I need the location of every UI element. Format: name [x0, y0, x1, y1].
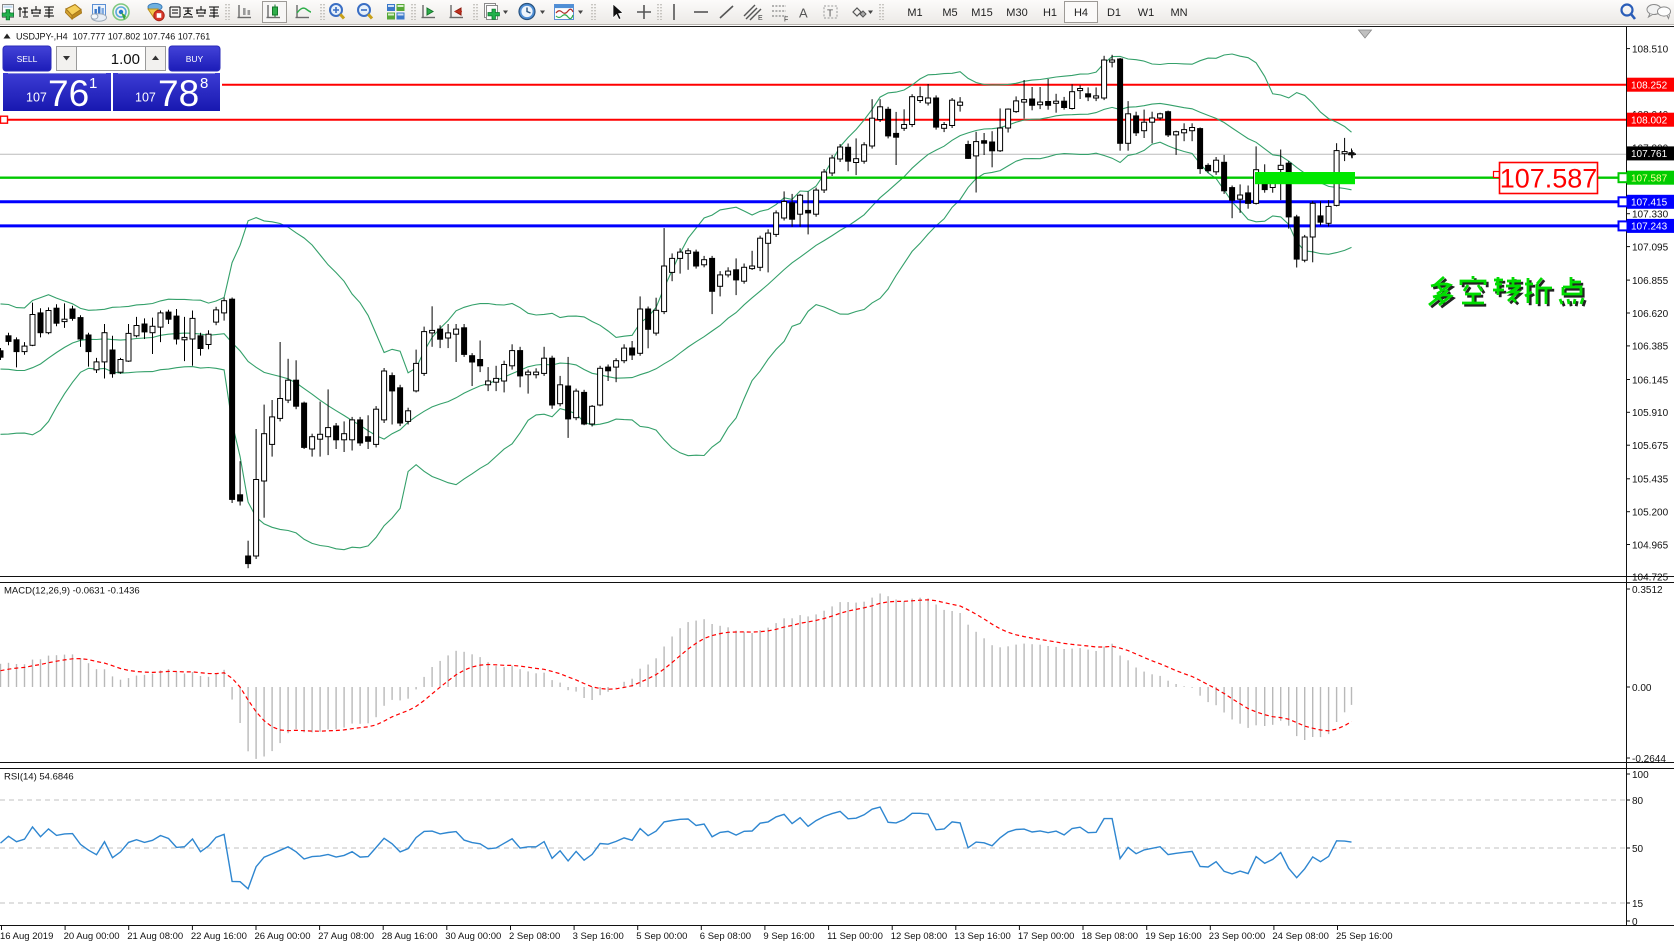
svg-text:H4: H4	[1074, 7, 1088, 19]
svg-text:107.415: 107.415	[1631, 198, 1668, 209]
svg-text:3 Sep 16:00: 3 Sep 16:00	[573, 931, 624, 942]
svg-text:13 Sep 16:00: 13 Sep 16:00	[954, 931, 1011, 942]
svg-text:107.243: 107.243	[1631, 222, 1668, 233]
svg-text:USDJPY-,H4 107.777 107.802 10: USDJPY-,H4 107.777 107.802 107.746 107.7…	[16, 32, 210, 42]
svg-text:24 Sep 08:00: 24 Sep 08:00	[1272, 931, 1329, 942]
svg-text:107.761: 107.761	[1631, 149, 1668, 160]
svg-text:19 Sep 16:00: 19 Sep 16:00	[1145, 931, 1202, 942]
svg-text:78: 78	[158, 73, 199, 114]
svg-text:107.587: 107.587	[1500, 164, 1598, 194]
svg-text:104.725: 104.725	[1632, 572, 1669, 583]
svg-text:12 Sep 08:00: 12 Sep 08:00	[891, 931, 948, 942]
svg-text:0: 0	[1632, 917, 1638, 928]
svg-text:H1: H1	[1043, 7, 1057, 19]
svg-text:D1: D1	[1107, 7, 1121, 19]
svg-text:RSI(14) 54.6846: RSI(14) 54.6846	[4, 772, 74, 783]
svg-text:20 Aug 00:00: 20 Aug 00:00	[64, 931, 120, 942]
svg-text:1.00: 1.00	[111, 51, 140, 68]
svg-text:0.00: 0.00	[1632, 683, 1652, 694]
svg-text:108.002: 108.002	[1631, 116, 1668, 127]
svg-text:6 Sep 08:00: 6 Sep 08:00	[700, 931, 751, 942]
svg-text:105.910: 105.910	[1632, 408, 1669, 419]
svg-text:106.620: 106.620	[1632, 309, 1669, 320]
svg-text:W1: W1	[1138, 7, 1155, 19]
svg-text:108.510: 108.510	[1632, 44, 1669, 55]
svg-text:21 Aug 08:00: 21 Aug 08:00	[127, 931, 183, 942]
svg-text:17 Sep 00:00: 17 Sep 00:00	[1018, 931, 1075, 942]
svg-text:9 Sep 16:00: 9 Sep 16:00	[763, 931, 814, 942]
svg-text:A: A	[799, 6, 808, 21]
svg-text:22 Aug 16:00: 22 Aug 16:00	[191, 931, 247, 942]
svg-text:5 Sep 00:00: 5 Sep 00:00	[636, 931, 687, 942]
svg-text:15: 15	[1632, 899, 1644, 910]
svg-text:107.095: 107.095	[1632, 242, 1669, 253]
svg-text:18 Sep 08:00: 18 Sep 08:00	[1082, 931, 1139, 942]
svg-text:-0.2644: -0.2644	[1632, 754, 1666, 765]
svg-text:BUY: BUY	[186, 54, 204, 64]
svg-text:1: 1	[89, 75, 97, 92]
svg-text:F: F	[784, 17, 788, 24]
svg-text:50: 50	[1632, 844, 1644, 855]
svg-text:100: 100	[1632, 770, 1649, 781]
svg-text:107.587: 107.587	[1631, 174, 1668, 185]
svg-text:26 Aug 00:00: 26 Aug 00:00	[255, 931, 311, 942]
svg-text:0.3512: 0.3512	[1632, 585, 1663, 596]
svg-text:105.435: 105.435	[1632, 475, 1669, 486]
svg-text:E: E	[758, 15, 763, 22]
svg-text:SELL: SELL	[17, 54, 38, 64]
svg-text:104.965: 104.965	[1632, 540, 1669, 551]
svg-text:25 Sep 16:00: 25 Sep 16:00	[1336, 931, 1393, 942]
svg-text:107: 107	[135, 91, 156, 105]
svg-text:M30: M30	[1006, 7, 1027, 19]
svg-text:M5: M5	[942, 7, 957, 19]
svg-text:30 Aug 00:00: 30 Aug 00:00	[445, 931, 501, 942]
svg-text:T: T	[827, 9, 833, 20]
svg-text:80: 80	[1632, 796, 1644, 807]
svg-text:MACD(12,26,9) -0.0631 -0.1436: MACD(12,26,9) -0.0631 -0.1436	[4, 586, 140, 597]
svg-text:16 Aug 2019: 16 Aug 2019	[0, 931, 53, 942]
svg-text:27 Aug 08:00: 27 Aug 08:00	[318, 931, 374, 942]
svg-text:11 Sep 00:00: 11 Sep 00:00	[827, 931, 883, 942]
svg-text:105.200: 105.200	[1632, 508, 1669, 519]
svg-text:28 Aug 16:00: 28 Aug 16:00	[382, 931, 438, 942]
svg-text:106.145: 106.145	[1632, 375, 1669, 386]
svg-text:2 Sep 08:00: 2 Sep 08:00	[509, 931, 560, 942]
svg-text:105.675: 105.675	[1632, 441, 1669, 452]
svg-text:106.855: 106.855	[1632, 276, 1669, 287]
svg-text:8: 8	[200, 75, 208, 92]
svg-text:23 Sep 00:00: 23 Sep 00:00	[1209, 931, 1266, 942]
svg-text:MN: MN	[1170, 7, 1187, 19]
svg-text:107.330: 107.330	[1632, 210, 1669, 221]
svg-text:76: 76	[48, 73, 89, 114]
svg-text:107: 107	[26, 91, 47, 105]
svg-text:106.385: 106.385	[1632, 342, 1669, 353]
svg-text:108.252: 108.252	[1631, 81, 1668, 92]
svg-text:M15: M15	[971, 7, 992, 19]
svg-text:M1: M1	[907, 7, 922, 19]
